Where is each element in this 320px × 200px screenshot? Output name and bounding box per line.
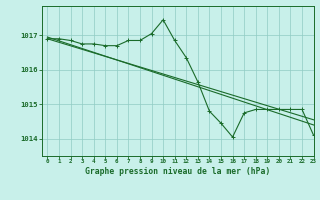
X-axis label: Graphe pression niveau de la mer (hPa): Graphe pression niveau de la mer (hPa) <box>85 167 270 176</box>
